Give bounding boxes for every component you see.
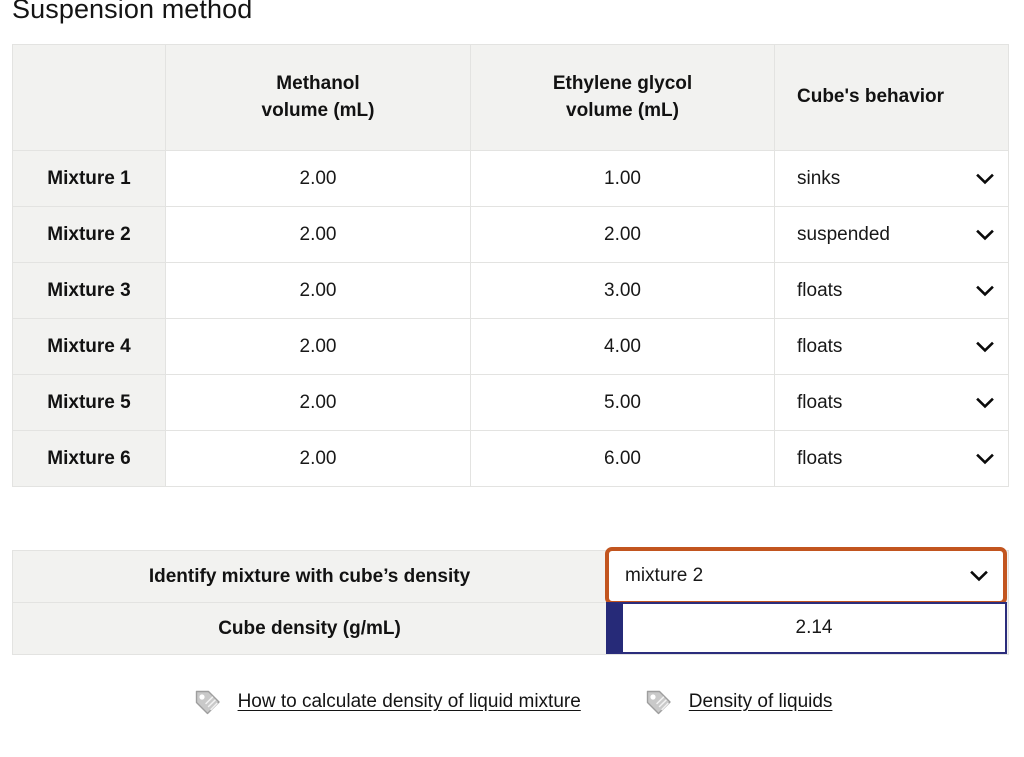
table-corner-cell (12, 44, 166, 151)
cube-density-row: Cube density (g/mL) 2.14 (12, 602, 1009, 655)
chevron-down-icon (976, 341, 994, 353)
mixtures-table-body: Mixture 1 2.00 1.00 sinks Mixture 2 (12, 150, 1009, 487)
column-header-ethylene-glycol: Ethylene glycol volume (mL) (470, 44, 775, 151)
behavior-value-mixture-6: floats (797, 447, 843, 469)
identify-mixture-row: Identify mixture with cube’s density mix… (12, 547, 1009, 605)
behavior-select-mixture-5[interactable]: floats (775, 376, 1008, 430)
glycol-volume-mixture-1: 1.00 (470, 150, 775, 207)
chevron-down-icon (976, 285, 994, 297)
column-header-methanol-line2: volume (mL) (261, 99, 375, 121)
table-row: Mixture 3 2.00 3.00 floats (12, 262, 1009, 319)
mixtures-table: Methanol volume (mL) Ethylene glycol vol… (12, 44, 1009, 487)
methanol-volume-mixture-6: 2.00 (165, 430, 471, 487)
row-header-mixture-4: Mixture 4 (12, 318, 166, 375)
column-header-cube-behavior: Cube's behavior (774, 44, 1009, 151)
behavior-value-mixture-3: floats (797, 279, 843, 301)
methanol-volume-mixture-1: 2.00 (165, 150, 471, 207)
chevron-down-icon (970, 570, 988, 582)
row-header-mixture-3: Mixture 3 (12, 262, 166, 319)
chevron-down-icon (976, 453, 994, 465)
methanol-volume-mixture-5: 2.00 (165, 374, 471, 431)
behavior-select-mixture-1[interactable]: sinks (775, 152, 1008, 206)
chevron-down-icon (976, 173, 994, 185)
identify-mixture-value: mixture 2 (625, 565, 704, 586)
behavior-cell-mixture-2: suspended (774, 206, 1009, 263)
behavior-cell-mixture-6: floats (774, 430, 1009, 487)
behavior-cell-mixture-1: sinks (774, 150, 1009, 207)
column-header-glycol-line2: volume (mL) (566, 99, 679, 121)
link-label: How to calculate density of liquid mixtu… (237, 691, 581, 712)
behavior-value-mixture-2: suspended (797, 223, 890, 245)
link-how-to-calculate-density[interactable]: How to calculate density of liquid mixtu… (192, 688, 581, 716)
glycol-volume-mixture-4: 4.00 (470, 318, 775, 375)
page-title: Suspension method (12, 0, 253, 24)
behavior-select-mixture-6[interactable]: floats (775, 432, 1008, 486)
chevron-down-icon (976, 397, 994, 409)
column-header-methanol: Methanol volume (mL) (165, 44, 471, 151)
link-density-of-liquids[interactable]: Density of liquids (643, 688, 833, 716)
behavior-select-mixture-4[interactable]: floats (775, 320, 1008, 374)
methanol-volume-mixture-4: 2.00 (165, 318, 471, 375)
tag-icon (643, 688, 673, 716)
glycol-volume-mixture-2: 2.00 (470, 206, 775, 263)
cube-density-field: 2.14 (606, 602, 1009, 655)
column-header-glycol-line1: Ethylene glycol (552, 72, 693, 94)
table-row: Mixture 5 2.00 5.00 floats (12, 374, 1009, 431)
chevron-down-icon (976, 229, 994, 241)
glycol-volume-mixture-5: 5.00 (470, 374, 775, 431)
glycol-volume-mixture-6: 6.00 (470, 430, 775, 487)
table-header-row: Methanol volume (mL) Ethylene glycol vol… (12, 44, 1009, 151)
cube-density-value: 2.14 (795, 617, 833, 638)
methanol-volume-mixture-2: 2.00 (165, 206, 471, 263)
table-row: Mixture 1 2.00 1.00 sinks (12, 150, 1009, 207)
cube-density-input[interactable]: 2.14 (606, 602, 1007, 654)
glycol-volume-mixture-3: 3.00 (470, 262, 775, 319)
row-header-mixture-1: Mixture 1 (12, 150, 166, 207)
identify-mixture-label: Identify mixture with cube’s density (12, 550, 607, 603)
row-header-mixture-6: Mixture 6 (12, 430, 166, 487)
behavior-select-mixture-3[interactable]: floats (775, 264, 1008, 318)
row-header-mixture-2: Mixture 2 (12, 206, 166, 263)
behavior-value-mixture-4: floats (797, 335, 843, 357)
behavior-cell-mixture-3: floats (774, 262, 1009, 319)
methanol-volume-mixture-3: 2.00 (165, 262, 471, 319)
tag-icon (192, 688, 222, 716)
column-header-methanol-line1: Methanol (276, 72, 360, 94)
footer-links: How to calculate density of liquid mixtu… (0, 688, 1024, 716)
table-row: Mixture 6 2.00 6.00 floats (12, 430, 1009, 487)
behavior-cell-mixture-5: floats (774, 374, 1009, 431)
row-header-mixture-5: Mixture 5 (12, 374, 166, 431)
link-label: Density of liquids (688, 691, 833, 712)
answer-table: Identify mixture with cube’s density mix… (12, 547, 1009, 655)
behavior-value-mixture-1: sinks (797, 167, 841, 189)
behavior-select-mixture-2[interactable]: suspended (775, 208, 1008, 262)
table-row: Mixture 2 2.00 2.00 suspended (12, 206, 1009, 263)
table-row: Mixture 4 2.00 4.00 floats (12, 318, 1009, 375)
identify-mixture-select[interactable]: mixture 2 (605, 547, 1007, 605)
behavior-value-mixture-5: floats (797, 391, 843, 413)
behavior-cell-mixture-4: floats (774, 318, 1009, 375)
cube-density-label: Cube density (g/mL) (12, 602, 607, 655)
identify-mixture-field: mixture 2 (605, 547, 1009, 605)
